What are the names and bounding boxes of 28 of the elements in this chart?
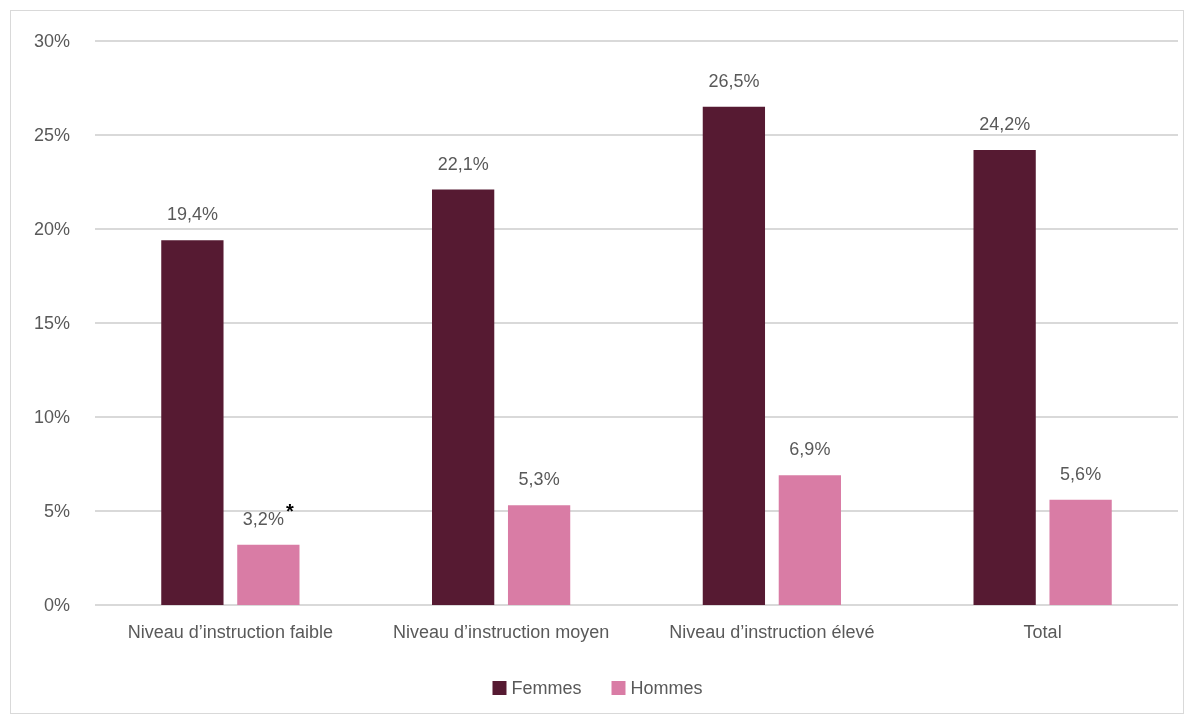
bar [432, 189, 495, 605]
bar [1049, 499, 1112, 605]
y-tick-label: 30% [33, 31, 70, 51]
y-tick-label: 0% [43, 595, 70, 615]
y-tick-label: 5% [43, 501, 70, 521]
x-tick-label: Total [1023, 622, 1062, 642]
bar [237, 544, 300, 605]
x-tick-label: Niveau d’instruction moyen [393, 622, 610, 642]
y-tick-label: 10% [33, 407, 70, 427]
x-tick-label: Niveau d’instruction élevé [669, 622, 875, 642]
legend-label: Hommes [630, 678, 703, 698]
data-label: 26,5% [708, 69, 760, 92]
data-label: 19,4% [166, 203, 218, 226]
bar [507, 505, 571, 605]
x-tick-label: Niveau d’instruction faible [127, 622, 333, 642]
legend-label: Femmes [511, 678, 582, 698]
data-label: 5,3% [518, 468, 560, 491]
bar [702, 106, 766, 605]
y-tick-label: 20% [33, 219, 70, 239]
data-label: 24,2% [979, 113, 1031, 136]
data-label: 22,1% [437, 152, 489, 175]
data-label: 5,6% [1060, 462, 1102, 485]
bar [973, 150, 1036, 605]
data-label: 6,9% [789, 438, 831, 461]
y-tick-label: 15% [33, 313, 70, 333]
bar [161, 240, 224, 605]
y-tick-label: 25% [33, 125, 70, 145]
bar [778, 475, 841, 605]
